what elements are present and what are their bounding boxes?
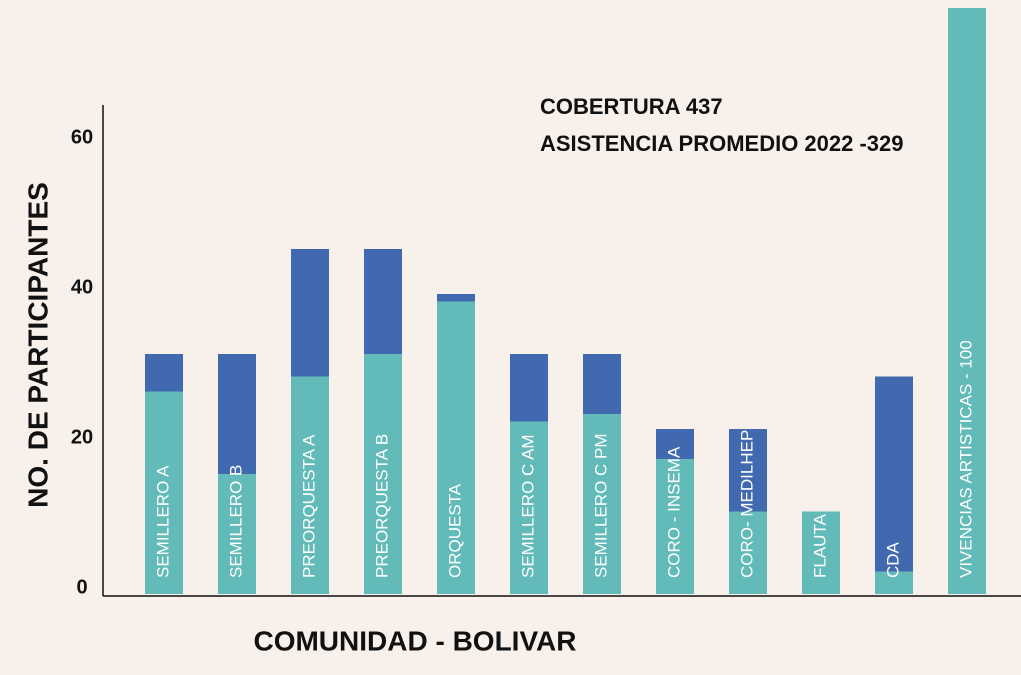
category-label: CORO- MEDILHEP [737, 430, 756, 578]
annotation: ASISTENCIA PROMEDIO 2022 -329 [540, 131, 904, 156]
annotation: COBERTURA 437 [540, 94, 723, 119]
y-tick-label: 20 [71, 426, 93, 448]
bar-segment [510, 354, 548, 422]
category-label: PREORQUESTA A [299, 434, 318, 578]
bar-segment [729, 429, 767, 512]
bar-segment [729, 511, 767, 594]
category-label: CDA [883, 541, 902, 578]
bar-segment [875, 376, 913, 572]
category-label: ORQUESTA [445, 483, 464, 578]
bar-segment [364, 354, 402, 594]
bar-segment [510, 421, 548, 594]
y-tick-label: 0 [76, 576, 87, 598]
bar-segment [291, 376, 329, 594]
bar-segment [218, 354, 256, 474]
category-label: SEMILLERO C AM [518, 434, 537, 578]
bar-segment [656, 459, 694, 594]
bar-segment [218, 474, 256, 594]
category-label: CORO - INSEMA [664, 446, 683, 578]
bar-segment [656, 429, 694, 459]
bar-segment [583, 354, 621, 414]
category-label: PREORQUESTA B [372, 434, 391, 578]
category-label: VIVENCIAS ARTISTICAS - 100 [956, 340, 975, 578]
bar-segment [802, 511, 840, 594]
y-tick-label: 60 [71, 126, 93, 148]
bar-segment [948, 8, 986, 594]
bar-segment [583, 414, 621, 594]
bar-segment [875, 571, 913, 594]
bar-segment [437, 294, 475, 302]
category-label: FLAUTA [810, 513, 829, 578]
y-axis-title: NO. DE PARTICIPANTES [22, 182, 53, 508]
bar-segment [437, 301, 475, 594]
x-axis-title: COMUNIDAD - BOLIVAR [253, 625, 576, 656]
y-tick-label: 40 [71, 276, 93, 298]
category-label: SEMILLERO C PM [591, 433, 610, 578]
category-label: SEMILLERO B [226, 465, 245, 578]
bar-segment [364, 249, 402, 354]
bar-segment [145, 391, 183, 594]
plot-area [145, 8, 986, 594]
bar-segment [145, 354, 183, 392]
bar-segment [291, 249, 329, 377]
category-label: SEMILLERO A [153, 465, 172, 578]
